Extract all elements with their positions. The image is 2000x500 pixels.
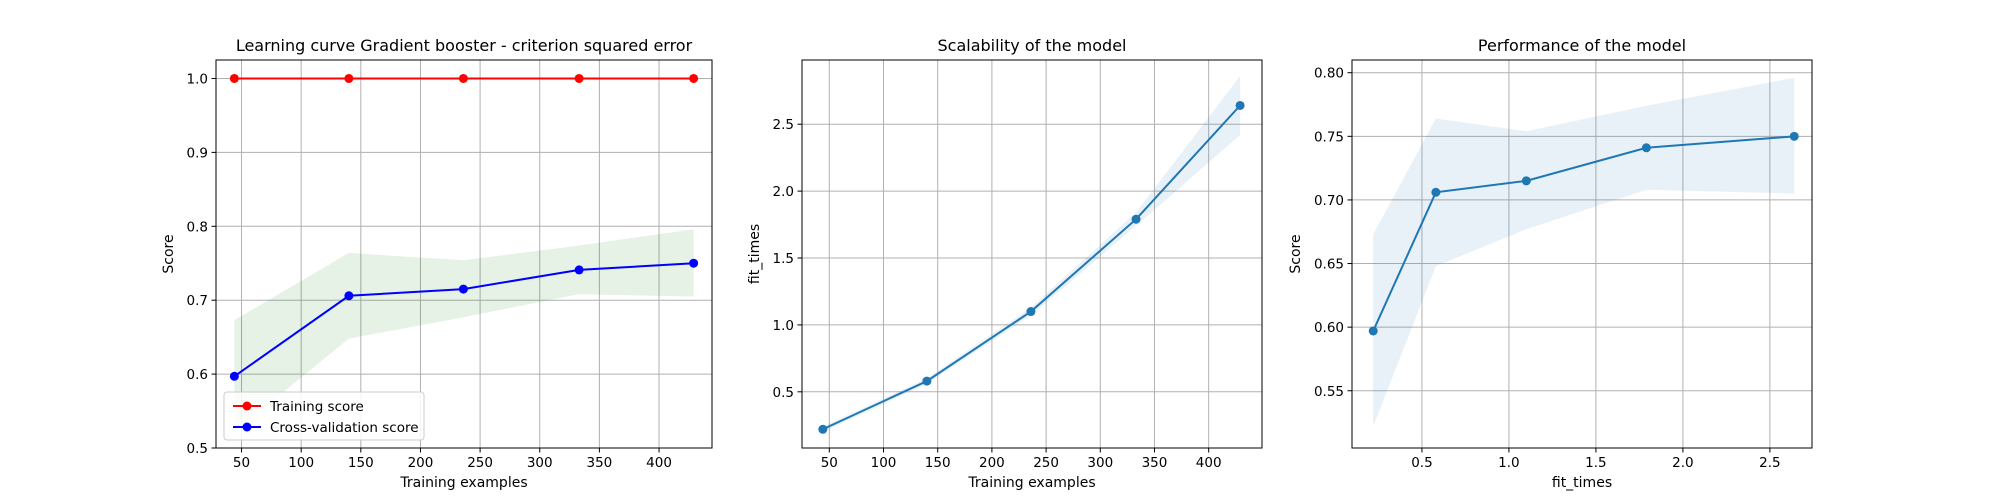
y-tick-label: 0.9 xyxy=(187,145,208,161)
data-point xyxy=(1026,307,1036,317)
x-axis-label: fit_times xyxy=(1552,475,1612,491)
x-tick-label: 100 xyxy=(288,455,314,471)
x-tick-label: 1.5 xyxy=(1585,455,1606,471)
series-line xyxy=(822,104,1241,431)
legend-marker xyxy=(242,422,252,432)
x-tick-label: 250 xyxy=(1033,455,1059,471)
y-tick-label: 0.55 xyxy=(1314,384,1344,400)
y-tick-label: 0.65 xyxy=(1314,257,1344,273)
data-point xyxy=(229,73,239,83)
axes-frame xyxy=(1351,59,1813,449)
x-tick-label: 50 xyxy=(233,455,250,471)
legend-box xyxy=(223,391,425,441)
y-tick-label: 0.70 xyxy=(1314,193,1344,209)
data-point xyxy=(458,284,468,294)
x-tick-label: 1.0 xyxy=(1498,455,1519,471)
learning-curve-panel: 50 100 150 200 250 300 350 400 0.5 0.6 0.7 0.8 0.9 1.… xyxy=(161,36,713,491)
data-point xyxy=(818,424,828,434)
data-point xyxy=(1368,326,1378,336)
x-tick-label: 200 xyxy=(979,455,1005,471)
legend-label: Training score xyxy=(269,399,364,415)
data-point xyxy=(229,371,239,381)
y-tick-label: 0.80 xyxy=(1314,66,1344,82)
y-tick-label: 1.5 xyxy=(773,251,794,267)
axes-frame xyxy=(801,59,1263,449)
data-point xyxy=(1431,187,1441,197)
x-tick-label: 300 xyxy=(527,455,553,471)
data-point xyxy=(574,73,584,83)
data-point xyxy=(1131,214,1141,224)
data-point xyxy=(1641,143,1651,153)
chart-title: Learning curve Gradient booster - criter… xyxy=(236,36,693,55)
x-tick-label: 100 xyxy=(871,455,897,471)
x-tick-label: 0.5 xyxy=(1411,455,1432,471)
y-tick-label: 0.75 xyxy=(1314,129,1344,145)
x-tick-label: 300 xyxy=(1087,455,1113,471)
x-tick-label: 50 xyxy=(821,455,838,471)
data-point xyxy=(689,258,699,268)
x-axis-label: Training examples xyxy=(399,475,527,491)
y-tick-label: 0.7 xyxy=(187,293,208,309)
y-tick-label: 0.60 xyxy=(1314,320,1344,336)
chart-title: Scalability of the model xyxy=(938,36,1127,55)
y-tick-label: 2.0 xyxy=(773,184,794,200)
std-band xyxy=(234,229,694,432)
data-point xyxy=(922,376,932,386)
x-tick-label: 250 xyxy=(467,455,493,471)
y-axis-label: Score xyxy=(1288,234,1304,273)
y-tick-label: 0.6 xyxy=(187,367,208,383)
x-tick-label: 200 xyxy=(408,455,434,471)
y-tick-label: 0.8 xyxy=(187,219,208,235)
y-axis-label: Score xyxy=(161,234,177,273)
performance-panel: 0.5 1.0 1.5 2.0 2.5 0.55 0.60 0.65 0.70 0.75 0.80 P… xyxy=(1288,36,1813,491)
data-point xyxy=(1235,100,1245,110)
x-tick-label: 400 xyxy=(1196,455,1222,471)
x-tick-label: 150 xyxy=(925,455,951,471)
std-band xyxy=(822,76,1241,432)
chart-title: Performance of the model xyxy=(1478,36,1686,55)
legend-marker xyxy=(242,401,252,411)
y-axis-label: fit_times xyxy=(747,224,763,284)
x-tick-label: 150 xyxy=(348,455,374,471)
x-tick-label: 350 xyxy=(1142,455,1168,471)
std-band xyxy=(1373,77,1795,427)
scalability-panel: 50 100 150 200 250 300 350 400 0.5 1.0 1.5 2.0 2.5 Sc… xyxy=(747,36,1263,491)
data-point xyxy=(344,73,354,83)
data-point xyxy=(1789,131,1799,141)
y-tick-label: 0.5 xyxy=(187,441,208,457)
axes-frame xyxy=(215,59,713,449)
y-tick-label: 1.0 xyxy=(773,318,794,334)
x-axis-label: Training examples xyxy=(967,475,1095,491)
data-point xyxy=(574,265,584,275)
y-tick-label: 0.5 xyxy=(773,385,794,401)
data-point xyxy=(689,73,699,83)
x-tick-label: 2.5 xyxy=(1759,455,1780,471)
data-point xyxy=(344,291,354,301)
y-tick-label: 2.5 xyxy=(773,117,794,133)
legend: Training score Cross-validation score xyxy=(223,391,425,441)
x-tick-label: 2.0 xyxy=(1672,455,1693,471)
data-point xyxy=(458,73,468,83)
data-point xyxy=(1521,176,1531,186)
x-tick-label: 400 xyxy=(646,455,672,471)
x-tick-label: 350 xyxy=(587,455,613,471)
legend-label: Cross-validation score xyxy=(270,420,419,436)
y-tick-label: 1.0 xyxy=(187,71,208,87)
